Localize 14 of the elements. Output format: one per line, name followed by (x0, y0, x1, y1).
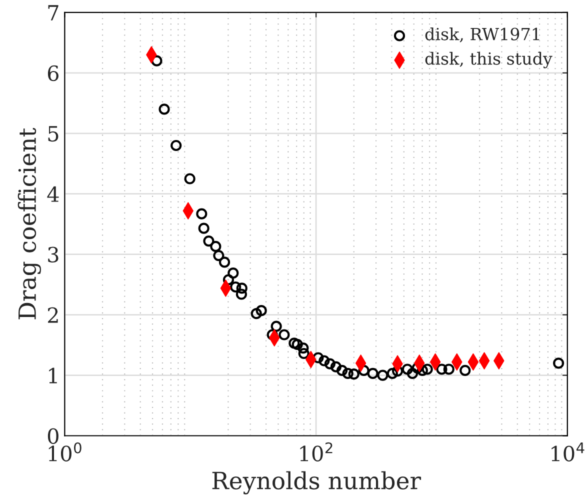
y-tick-label: 0 (48, 428, 58, 444)
x-tick-label: 10$^{2}$ (300, 442, 332, 462)
legend-label: disk, this study (425, 52, 552, 68)
y-tick-label: 5 (48, 126, 58, 142)
x-axis-title: Reynolds number (212, 471, 422, 494)
x-tick-label: 10$^{4}$ (552, 442, 584, 462)
y-axis-title: Drag coefficient (18, 128, 42, 320)
y-tick-label: 4 (47, 186, 59, 202)
y-tick-label: 1 (49, 368, 57, 384)
legend-label: disk, RW1971 (425, 27, 540, 42)
y-tick-label: 6 (48, 65, 59, 82)
y-tick-label: 2 (48, 307, 58, 323)
y-tick-label: 7 (48, 5, 58, 20)
y-tick-label: 3 (48, 246, 58, 263)
